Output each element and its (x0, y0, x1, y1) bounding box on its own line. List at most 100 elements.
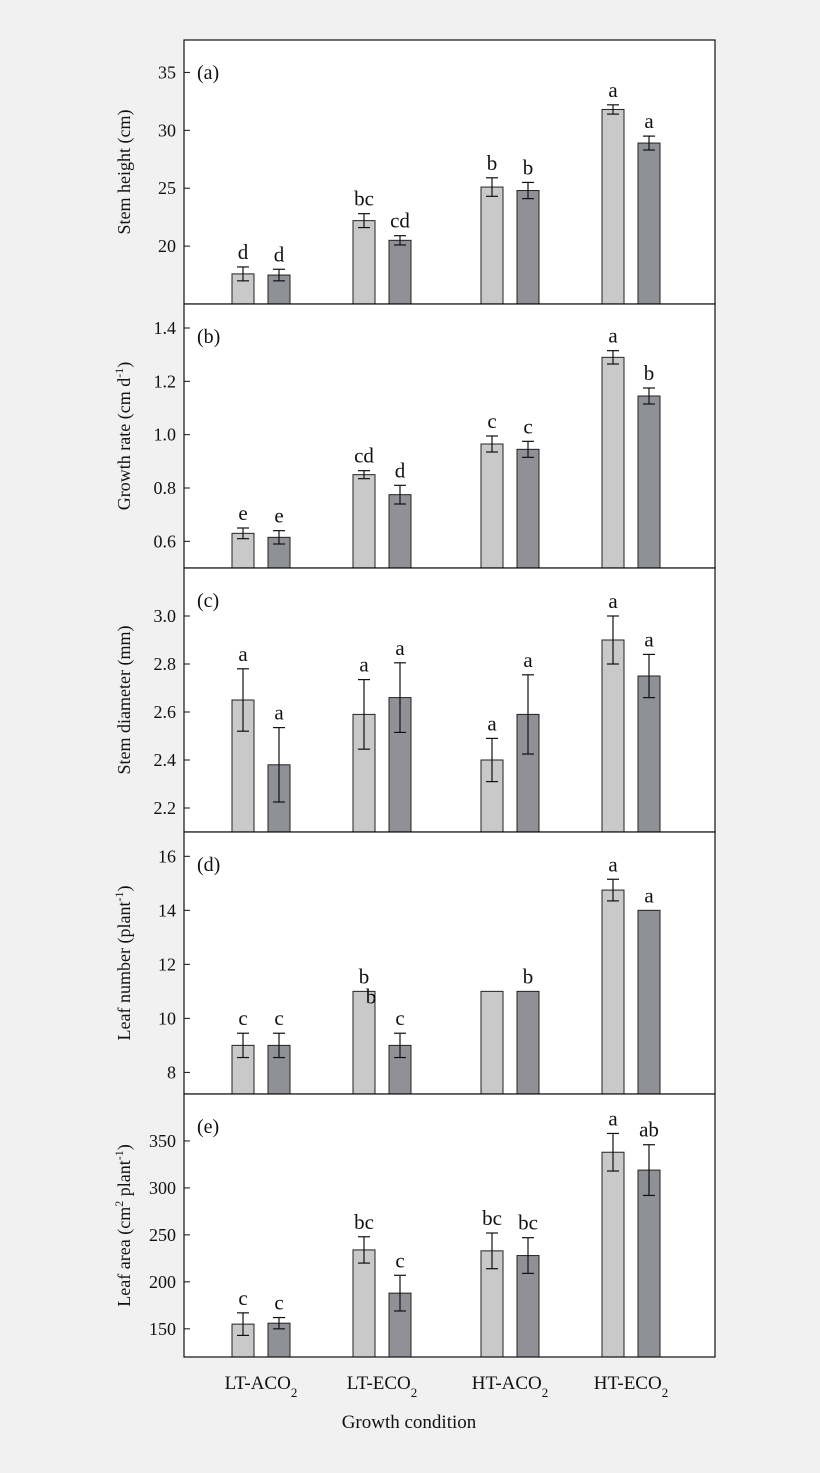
significance-letter: d (395, 458, 406, 482)
significance-letter: c (523, 414, 532, 438)
y-tick-label: 150 (149, 1319, 176, 1339)
bar (352, 220, 376, 305)
significance-letter: a (608, 78, 618, 102)
significance-letter: a (644, 883, 654, 907)
significance-letter: e (274, 504, 283, 528)
y-tick-label: 2.4 (154, 750, 177, 770)
bar (601, 639, 625, 833)
y-tick-label: 2.6 (154, 702, 177, 722)
panel-5: 150 200 250 300 350 Leaf area (cm2 plant-1) (e… (112, 1093, 716, 1358)
bar (516, 190, 540, 305)
significance-letter: bc (482, 1206, 502, 1230)
significance-letter: b (366, 984, 377, 1008)
panel-label: (c) (197, 590, 219, 612)
significance-letter: c (274, 1291, 283, 1315)
significance-letter: a (644, 109, 654, 133)
significance-letter: ab (639, 1118, 659, 1142)
y-axis-title: Growth rate (cm d-1) (112, 362, 135, 510)
panel-label: (a) (197, 62, 219, 84)
bar (388, 494, 412, 569)
y-tick-label: 1.0 (154, 425, 177, 445)
significance-letter: a (644, 627, 654, 651)
y-axis-title: Leaf area (cm2 plant-1) (112, 1144, 135, 1306)
y-tick-label: 10 (158, 1008, 176, 1028)
bar (352, 474, 376, 569)
bar (352, 1249, 376, 1358)
significance-letter: a (608, 1106, 618, 1130)
y-axis-title: Stem diameter (mm) (114, 626, 135, 775)
y-tick-label: 2.2 (154, 798, 177, 818)
panel-label: (d) (197, 854, 220, 876)
significance-letter: c (395, 1248, 404, 1272)
bar (637, 675, 661, 833)
x-axis-title: Growth condition (342, 1412, 477, 1433)
significance-letter: bc (354, 1210, 374, 1234)
y-tick-label: 30 (158, 120, 176, 140)
x-tick-label: HT-ACO2 (472, 1373, 549, 1400)
significance-letter: a (238, 642, 248, 666)
y-tick-label: 350 (149, 1131, 176, 1151)
significance-letter: c (487, 409, 496, 433)
significance-letter: a (608, 589, 618, 613)
y-axis-title: Leaf number (plant-1) (112, 886, 135, 1041)
significance-letter: a (608, 324, 618, 348)
significance-letter: b (487, 151, 498, 175)
significance-letter: a (359, 653, 369, 677)
bar (601, 889, 625, 1095)
significance-letter: b (523, 964, 534, 988)
significance-letter: a (274, 701, 284, 725)
x-tick-label: LT-ACO2 (225, 1373, 298, 1400)
significance-letter: d (238, 240, 249, 264)
significance-letter: bc (354, 187, 374, 211)
panel-2: 0.6 0.8 1.0 1.2 1.4 Growth rate (cm d-1) (b) e c… (112, 303, 716, 569)
panel-3: 2.2 2.4 2.6 2.8 3.0 Stem diameter (mm) (c) a a a a… (114, 567, 716, 833)
plot-area (184, 568, 715, 832)
bar (601, 356, 625, 569)
plot-area (184, 40, 715, 304)
y-tick-label: 25 (158, 178, 176, 198)
significance-letter: a (487, 711, 497, 735)
bar (516, 448, 540, 569)
bar (637, 909, 661, 1095)
x-tick-label: HT-ECO2 (594, 1373, 668, 1400)
y-tick-label: 35 (158, 62, 176, 82)
y-tick-label: 300 (149, 1178, 176, 1198)
y-tick-label: 14 (158, 900, 176, 920)
shared-x-axis: LT-ACO2 LT-ECO2 HT-ACO2 HT-ECO2 (225, 1373, 669, 1400)
y-tick-label: 250 (149, 1225, 176, 1245)
bar (601, 1151, 625, 1358)
panel-1: 20 25 30 35 Stem height (cm) (a) d bc b a d cd b a (114, 39, 716, 305)
y-tick-label: 20 (158, 236, 176, 256)
significance-letter: bc (518, 1211, 538, 1235)
y-tick-label: 12 (158, 954, 176, 974)
significance-letter: b (644, 361, 655, 385)
y-tick-label: 1.4 (154, 318, 177, 338)
panel-label: (e) (197, 1116, 219, 1138)
significance-letter: a (523, 648, 533, 672)
y-tick-label: 2.8 (154, 654, 177, 674)
bar (388, 239, 412, 305)
y-tick-label: 16 (158, 846, 176, 866)
significance-letter: d (274, 242, 285, 266)
y-tick-label: 8 (167, 1062, 176, 1082)
plot-area (184, 304, 715, 568)
plot-area (184, 1094, 715, 1357)
bar (480, 186, 504, 305)
panel-label: (b) (197, 326, 220, 348)
y-tick-label: 0.8 (154, 478, 177, 498)
bar (516, 990, 540, 1095)
significance-letter: a (395, 636, 405, 660)
significance-letter: a (608, 852, 618, 876)
y-tick-label: 200 (149, 1272, 176, 1292)
significance-letter: c (274, 1006, 283, 1030)
significance-letter: b (359, 964, 370, 988)
plot-frame (183, 1093, 716, 1358)
y-tick-label: 3.0 (154, 606, 177, 626)
significance-letter: e (238, 501, 247, 525)
significance-letter: cd (354, 444, 374, 468)
significance-letter: c (238, 1006, 247, 1030)
bar (637, 395, 661, 569)
bar (637, 142, 661, 305)
